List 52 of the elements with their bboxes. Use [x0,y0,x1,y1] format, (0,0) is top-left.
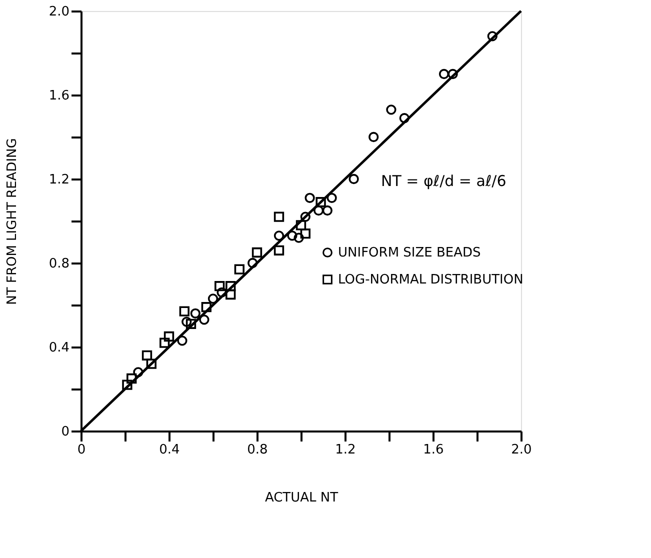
point [386,104,396,115]
point [226,281,236,292]
point [214,281,225,292]
point [487,31,498,42]
x-tick-label: 0.4 [159,442,180,458]
point [164,331,174,342]
y-tick-label: 1.6 [48,88,70,104]
point [160,338,170,348]
y-tick-label: 1.2 [48,172,70,188]
point [248,258,258,268]
point [199,314,210,325]
legend-label: UNIFORM SIZE BEADS [338,246,481,260]
x-tick-label: 0.8 [247,442,268,458]
y-axis-title: NT FROM LIGHT READING [4,138,20,305]
point [208,294,218,304]
point [274,245,284,256]
point [274,230,284,241]
annotation: NT = φℓ/d = aℓ/6 [381,172,506,190]
x-tick-label: 1.6 [423,442,444,458]
point [274,212,284,222]
point [177,336,188,346]
point [142,350,152,360]
point [234,264,244,274]
point [186,318,196,329]
x-axis-title: ACTUAL NT [264,490,338,506]
point [122,380,132,390]
x-tick-label: 1.2 [335,442,356,458]
point [316,197,326,208]
y-tick-label: 0.4 [48,340,70,356]
point [296,220,306,230]
point [201,302,212,312]
legend-label: LOG-NORMAL DISTRIBUTION [338,272,524,288]
point [399,113,410,124]
point [226,289,236,300]
point [182,316,192,327]
point [126,373,137,384]
x-tick-label: 0 [77,442,86,458]
point [190,308,200,318]
point [179,306,190,316]
y-tick-label: 0.8 [48,256,70,272]
point [146,358,156,369]
point [300,228,310,239]
y-tick-label: 0 [61,424,70,440]
point [252,247,262,258]
point [322,205,332,216]
y-tick-label: 2.0 [48,4,70,20]
point [326,192,337,203]
x-tick-label: 2.0 [511,442,532,458]
point [348,174,359,184]
point [304,192,315,203]
point [368,132,379,142]
point [438,68,450,80]
